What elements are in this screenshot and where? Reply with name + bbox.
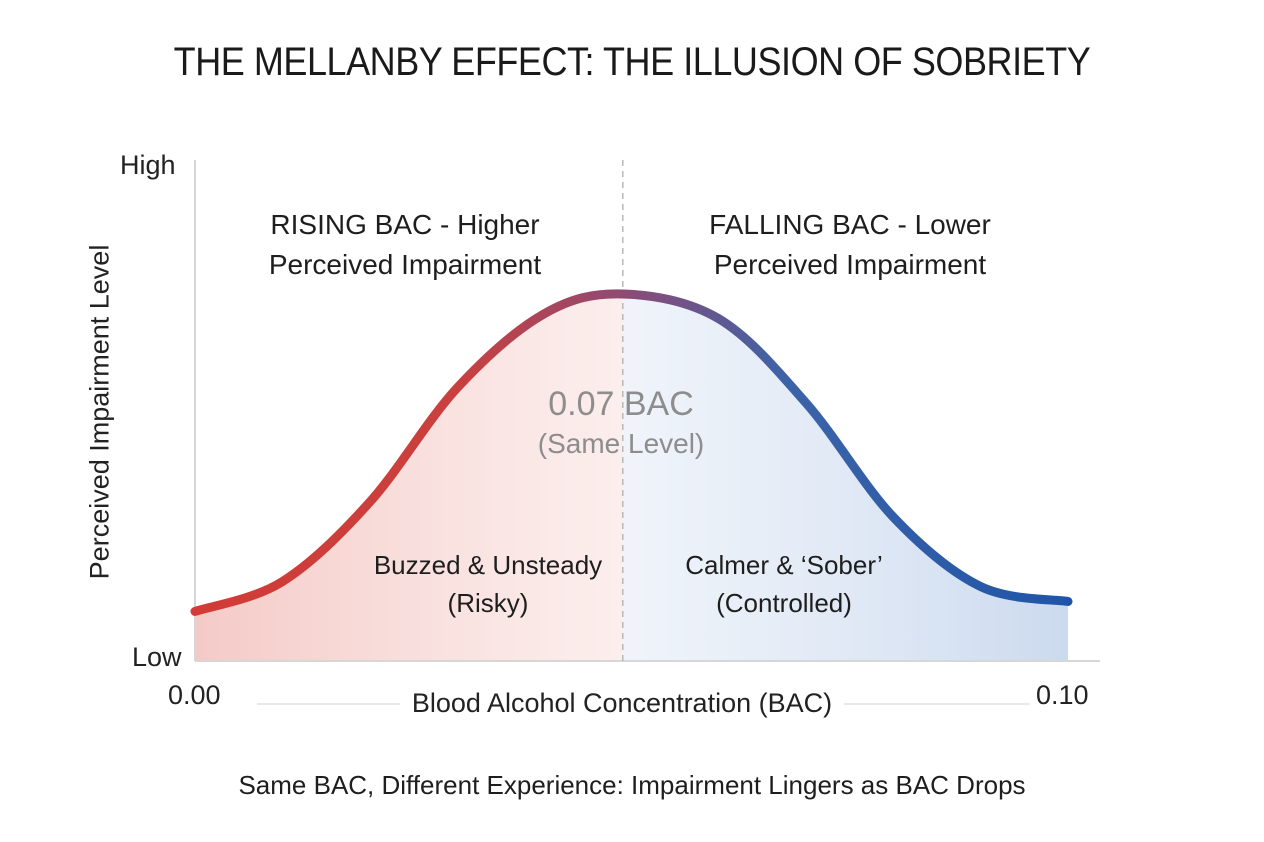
falling-region-label-line1: FALLING BAC - Lower <box>709 209 991 240</box>
falling-state-line1: Calmer & ‘Sober’ <box>685 550 883 580</box>
rising-state-label: Buzzed & Unsteady (Risky) <box>374 546 602 622</box>
rising-state-line2: (Risky) <box>447 588 529 618</box>
chart-title: THE MELLANBY EFFECT: THE ILLUSION OF SOB… <box>173 40 1091 84</box>
rising-region-label: RISING BAC - Higher Perceived Impairment <box>269 205 541 285</box>
y-tick-low: Low <box>132 642 182 672</box>
rising-region-label-line1: RISING BAC - Higher <box>270 209 540 240</box>
falling-area-fill <box>622 293 1068 661</box>
impairment-curve <box>190 289 1073 616</box>
rising-region-label-line2: Perceived Impairment <box>268 249 542 280</box>
falling-region-label: FALLING BAC - Lower Perceived Impairment <box>709 205 991 285</box>
x-axis-label: Blood Alcohol Concentration (BAC) <box>399 688 845 719</box>
falling-state-line2: (Controlled) <box>716 588 852 618</box>
x-tick-start: 0.00 <box>168 680 221 710</box>
y-axis-label: Perceived Impairment Level <box>84 244 115 580</box>
y-tick-high: High <box>120 150 176 180</box>
falling-state-label: Calmer & ‘Sober’ (Controlled) <box>685 546 882 622</box>
x-tick-end: 0.10 <box>1036 680 1089 710</box>
rising-state-line1: Buzzed & Unsteady <box>373 550 603 580</box>
chart-caption: Same BAC, Different Experience: Impairme… <box>238 770 1026 800</box>
falling-region-label-line2: Perceived Impairment <box>713 249 987 280</box>
peak-annotation-note: (Same Level) <box>537 428 705 459</box>
peak-annotation: 0.07 BAC (Same Level) <box>538 382 705 462</box>
peak-annotation-value: 0.07 BAC <box>548 385 694 423</box>
